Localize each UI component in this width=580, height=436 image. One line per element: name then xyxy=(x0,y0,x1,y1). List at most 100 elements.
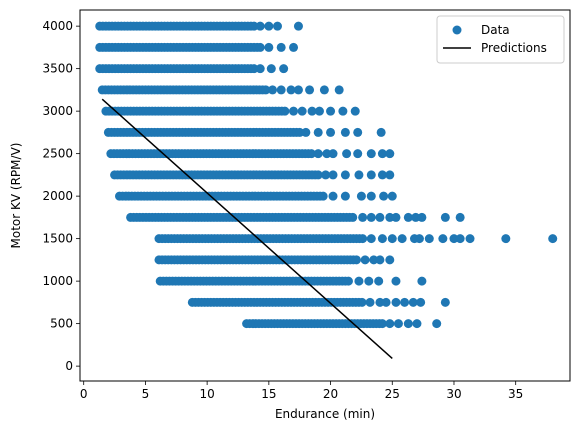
data-point xyxy=(455,234,465,244)
data-point xyxy=(377,170,387,180)
data-point xyxy=(328,170,338,180)
data-point xyxy=(375,255,385,265)
y-tick-label: 2000 xyxy=(42,189,73,203)
data-point xyxy=(264,21,274,31)
data-point xyxy=(338,106,348,116)
data-point xyxy=(403,319,413,329)
x-tick-label: 0 xyxy=(80,387,88,401)
data-point xyxy=(249,64,259,74)
data-point xyxy=(408,297,418,307)
data-point xyxy=(357,297,367,307)
x-tick-label: 20 xyxy=(323,387,338,401)
data-point xyxy=(356,191,366,201)
data-point xyxy=(366,149,376,159)
x-tick-label: 5 xyxy=(142,387,150,401)
data-point xyxy=(366,234,376,244)
data-point xyxy=(293,21,303,31)
data-point xyxy=(364,276,374,286)
data-point xyxy=(358,234,368,244)
data-point xyxy=(377,319,387,329)
data-point xyxy=(307,106,317,116)
data-point xyxy=(385,149,395,159)
y-tick-label: 2500 xyxy=(42,147,73,161)
data-point xyxy=(322,149,332,159)
data-point xyxy=(412,319,422,329)
data-point xyxy=(340,191,350,201)
data-point xyxy=(343,276,353,286)
data-point xyxy=(313,127,323,137)
data-point xyxy=(366,191,376,201)
data-point xyxy=(301,127,311,137)
data-point xyxy=(268,85,278,95)
data-point xyxy=(249,21,259,31)
data-point xyxy=(438,234,448,244)
data-point xyxy=(313,149,323,159)
data-point xyxy=(297,106,307,116)
x-tick-label: 25 xyxy=(385,387,400,401)
legend: Data Predictions xyxy=(436,15,565,64)
x-tick-label: 15 xyxy=(261,387,276,401)
data-point xyxy=(319,85,329,95)
data-point xyxy=(440,212,450,222)
data-point xyxy=(369,255,379,265)
data-point xyxy=(266,64,276,74)
data-point xyxy=(328,149,338,159)
data-point xyxy=(403,212,413,222)
y-axis-ticks: 0 500 1000 1500 2000 2500 3000 3500 4000 xyxy=(42,19,80,373)
data-point xyxy=(375,212,385,222)
data-point xyxy=(366,212,376,222)
data-point xyxy=(465,234,475,244)
data-point xyxy=(414,234,424,244)
data-point xyxy=(385,170,395,180)
data-point xyxy=(286,85,296,95)
data-point xyxy=(306,149,316,159)
y-tick-label: 3000 xyxy=(42,104,73,118)
data-point xyxy=(328,191,338,201)
data-point xyxy=(377,234,387,244)
legend-data-label: Data xyxy=(481,23,510,37)
data-point xyxy=(397,234,407,244)
data-point xyxy=(385,255,395,265)
data-point xyxy=(417,212,427,222)
data-point xyxy=(305,85,315,95)
data-point xyxy=(255,21,265,31)
data-point xyxy=(289,42,299,52)
y-axis-label: Motor KV (RPM/V) xyxy=(9,143,23,249)
data-point xyxy=(353,127,363,137)
data-point xyxy=(387,234,397,244)
data-point xyxy=(334,85,344,95)
data-point xyxy=(318,191,328,201)
data-point xyxy=(360,255,370,265)
data-point xyxy=(255,42,265,52)
data-point xyxy=(548,234,558,244)
prediction-line-layer xyxy=(101,98,393,360)
data-point xyxy=(340,170,350,180)
data-point xyxy=(417,276,427,286)
data-point xyxy=(501,234,511,244)
data-point xyxy=(379,191,389,201)
data-point xyxy=(295,127,305,137)
data-point xyxy=(385,212,395,222)
data-point xyxy=(255,64,265,74)
data-point xyxy=(321,170,331,180)
x-tick-label: 30 xyxy=(446,387,461,401)
data-point xyxy=(455,212,465,222)
data-point xyxy=(391,297,401,307)
data-point xyxy=(391,276,401,286)
data-point xyxy=(387,191,397,201)
data-point xyxy=(393,319,403,329)
data-point xyxy=(432,319,442,329)
data-point xyxy=(376,127,386,137)
data-point xyxy=(348,212,358,222)
data-point xyxy=(353,149,363,159)
data-points xyxy=(95,21,558,329)
data-point xyxy=(289,106,299,116)
x-axis-ticks: 0 5 10 15 20 25 30 35 xyxy=(80,381,523,401)
data-point xyxy=(411,212,421,222)
x-tick-label: 35 xyxy=(508,387,523,401)
data-point xyxy=(375,297,385,307)
data-point xyxy=(374,276,384,286)
data-point xyxy=(416,297,426,307)
